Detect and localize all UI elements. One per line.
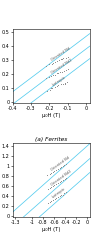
Point: [52, 72, 53, 76]
Point: [60, 179, 62, 183]
Point: [57, 181, 58, 185]
Point: [45, 76, 47, 80]
Point: [62, 178, 64, 182]
Point: [59, 166, 60, 170]
Point: [54, 197, 55, 201]
Text: Oriented Nd: Oriented Nd: [50, 156, 70, 172]
Point: [54, 183, 55, 187]
Point: [56, 168, 57, 172]
Point: [62, 82, 63, 86]
Point: [46, 89, 47, 92]
Point: [49, 186, 50, 190]
Point: [51, 171, 52, 175]
Point: [54, 73, 56, 77]
Point: [64, 69, 65, 73]
Point: [62, 164, 64, 168]
Text: Isotropic: Isotropic: [52, 75, 67, 87]
Point: [49, 200, 51, 204]
Point: [56, 196, 57, 200]
Point: [48, 62, 50, 66]
Point: [65, 68, 67, 72]
Point: [65, 56, 66, 60]
Point: [56, 71, 58, 75]
Point: [51, 86, 52, 90]
Point: [56, 84, 58, 88]
Point: [67, 55, 69, 59]
Point: [47, 201, 48, 205]
Point: [52, 86, 53, 90]
Point: [56, 182, 57, 186]
Point: [56, 60, 58, 63]
Point: [62, 193, 64, 196]
Point: [60, 165, 62, 169]
Point: [49, 88, 51, 92]
Point: [45, 64, 47, 68]
Point: [61, 70, 63, 73]
Point: [52, 184, 54, 188]
Point: [54, 170, 55, 173]
Point: [52, 61, 54, 65]
Point: [67, 80, 68, 84]
Point: [59, 180, 60, 184]
Point: [49, 172, 50, 176]
Point: [64, 163, 65, 167]
X-axis label: μ₀H (T): μ₀H (T): [42, 227, 60, 233]
Point: [65, 163, 67, 166]
Point: [60, 82, 62, 86]
Point: [60, 193, 62, 197]
Point: [65, 81, 66, 85]
Point: [64, 177, 65, 181]
Text: Oriented Nd2: Oriented Nd2: [50, 58, 73, 74]
Text: Oriented Nd: Oriented Nd: [50, 46, 71, 62]
Text: Oriented Nd2: Oriented Nd2: [50, 169, 72, 187]
Point: [63, 56, 64, 60]
Point: [50, 185, 52, 189]
Point: [65, 190, 67, 194]
Point: [49, 75, 50, 79]
Point: [50, 199, 52, 203]
Point: [47, 187, 48, 191]
Point: [61, 57, 63, 61]
Point: [57, 195, 58, 199]
Point: [52, 171, 54, 174]
Point: [50, 74, 52, 78]
Point: [67, 67, 69, 71]
Point: [54, 85, 56, 89]
Point: [60, 70, 61, 74]
Point: [57, 83, 59, 87]
Text: Isotropic: Isotropic: [52, 186, 67, 199]
Point: [57, 71, 59, 74]
Point: [47, 173, 48, 177]
Point: [54, 60, 55, 64]
Point: [64, 191, 65, 195]
Point: [59, 194, 60, 198]
Point: [66, 176, 67, 180]
X-axis label: μ₀H (T): μ₀H (T): [42, 113, 60, 118]
Point: [52, 198, 54, 202]
Point: [64, 82, 65, 86]
Point: [60, 58, 62, 61]
Point: [59, 58, 60, 62]
Point: [51, 62, 52, 66]
Text: (a) Ferrites: (a) Ferrites: [35, 137, 67, 142]
Point: [57, 167, 59, 171]
